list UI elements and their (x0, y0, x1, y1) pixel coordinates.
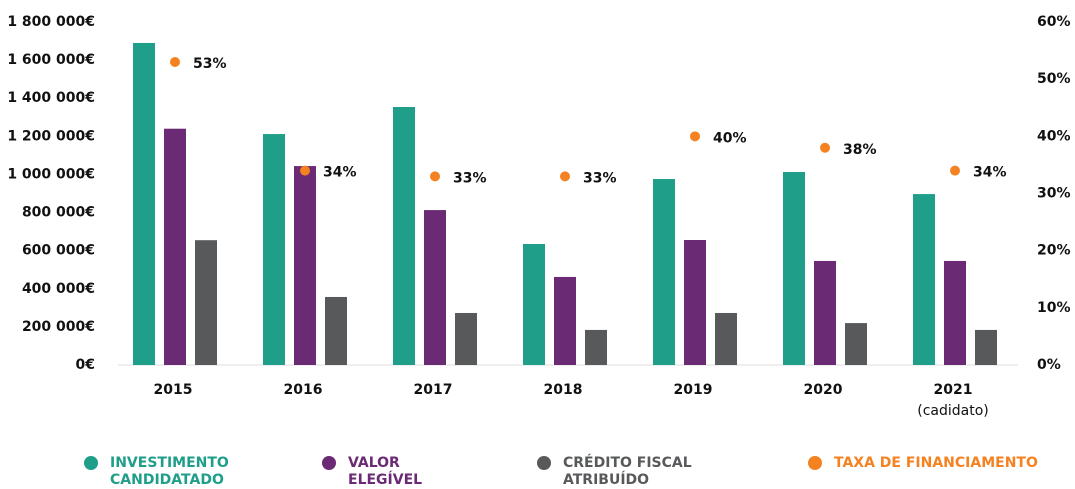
x-tick-label: 2019 (674, 382, 713, 398)
x-tick-label: 2021 (934, 382, 973, 398)
y2-tick-label: 20% (1037, 243, 1071, 259)
bar (913, 194, 935, 365)
rate-dot (950, 165, 960, 176)
bar (715, 312, 737, 365)
bar (263, 134, 285, 365)
y-tick-label: 1 200 000€ (7, 128, 95, 144)
bar (393, 106, 415, 365)
y-tick-label: 200 000€ (22, 319, 95, 335)
x-tick-label: 2016 (284, 382, 323, 398)
y2-tick-label: 50% (1037, 71, 1071, 87)
x-note: (cadidato) (917, 403, 989, 419)
rate-dot (300, 165, 310, 176)
bar (523, 243, 545, 365)
data-label: 34% (973, 165, 1007, 181)
y-tick-label: 1 000 000€ (7, 166, 95, 182)
bar (455, 312, 477, 365)
y-tick-label: 1 800 000€ (7, 14, 95, 30)
legend-item: CRÉDITO FISCAL ATRIBUÍDO (537, 455, 713, 489)
bar (294, 166, 316, 365)
legend-item: VALOR ELEGÍVEL (322, 455, 458, 489)
legend-item: TAXA DE FINANCIAMENTO (808, 455, 1075, 472)
bar (944, 260, 966, 365)
bar (133, 42, 155, 365)
y2-tick-label: 30% (1037, 186, 1071, 202)
y-tick-label: 0€ (76, 357, 95, 373)
y2-tick-label: 10% (1037, 300, 1071, 316)
legend-swatch (84, 456, 98, 470)
x-tick-label: 2015 (154, 382, 193, 398)
y-tick-label: 1 600 000€ (7, 52, 95, 68)
y-tick-label: 400 000€ (22, 281, 95, 297)
bar (195, 240, 217, 365)
bar (845, 323, 867, 365)
bar (975, 329, 997, 365)
data-label: 40% (713, 130, 747, 146)
legend-label: INVESTIMENTO CANDIDATADO (110, 455, 229, 488)
y-tick-label: 600 000€ (22, 243, 95, 259)
y-tick-label: 1 400 000€ (7, 90, 95, 106)
legend: INVESTIMENTO CANDIDATADO VALOR ELEGÍVEL CR… (0, 455, 1075, 488)
data-label: 53% (193, 56, 227, 72)
rate-dot (170, 57, 180, 68)
legend-label: TAXA DE FINANCIAMENTO (834, 455, 1038, 471)
rate-dot (820, 142, 830, 153)
legend-label: VALOR ELEGÍVEL (348, 455, 423, 488)
legend-item: INVESTIMENTO CANDIDATADO (84, 455, 260, 489)
rate-dot (560, 171, 570, 182)
bar (325, 296, 347, 365)
bar (814, 260, 836, 365)
legend-swatch (537, 456, 551, 470)
x-tick-label: 2017 (414, 382, 453, 398)
x-tick-label: 2018 (544, 382, 583, 398)
bar (653, 179, 675, 365)
legend-swatch (808, 456, 822, 470)
rate-dot (430, 171, 440, 182)
bar (684, 239, 706, 365)
legend-swatch (322, 456, 336, 470)
data-label: 38% (843, 142, 877, 158)
data-label: 33% (453, 170, 487, 186)
chart: 0€ 200 000€ 400 000€ 600 000€ 800 000€ 1 000 … (7, 14, 1071, 419)
y2-tick-label: 0% (1037, 357, 1061, 373)
bar (783, 171, 805, 365)
bar (554, 276, 576, 365)
y-tick-label: 800 000€ (22, 205, 95, 221)
rate-dot (690, 131, 700, 142)
y2-tick-label: 60% (1037, 14, 1071, 30)
legend-label: CRÉDITO FISCAL ATRIBUÍDO (563, 455, 692, 488)
y2-tick-label: 40% (1037, 128, 1071, 144)
x-tick-label: 2020 (804, 382, 843, 398)
bar (585, 329, 607, 365)
bar (164, 128, 186, 365)
data-label: 33% (583, 170, 617, 186)
data-label: 34% (323, 165, 357, 181)
bar (424, 210, 446, 365)
